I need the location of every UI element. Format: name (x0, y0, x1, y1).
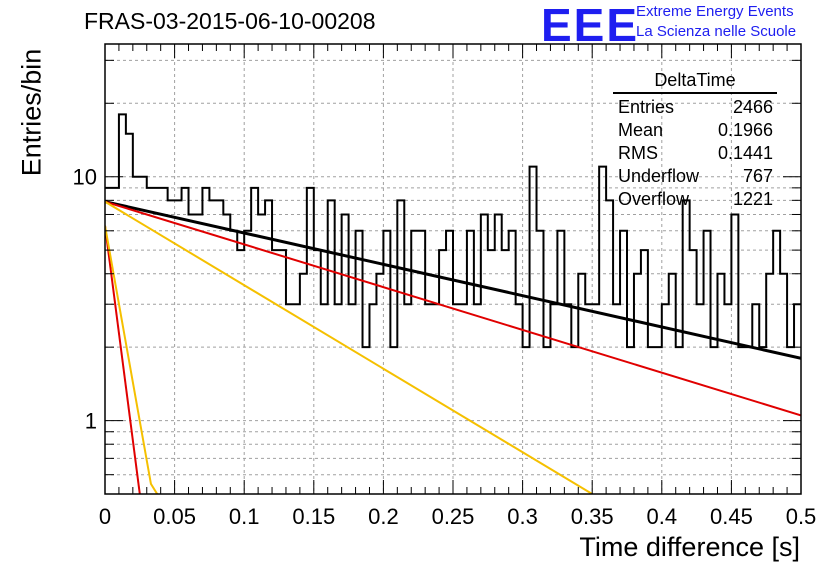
stats-value: 1221 (732, 189, 773, 209)
y-tick-label: 10 (73, 165, 97, 190)
stats-value: 0.1966 (717, 120, 773, 140)
fit-curve (105, 200, 593, 494)
fit-curve (105, 200, 801, 417)
fit-curve (105, 200, 801, 360)
eee-logo: EEE (541, 0, 640, 51)
x-tick-label: 0.25 (432, 504, 475, 529)
stats-row-mean: Mean 0.1966 (613, 119, 777, 142)
stats-value: 0.1441 (717, 143, 773, 163)
logo-caption: Extreme Energy Events La Scienza nelle S… (636, 2, 796, 42)
x-tick-label: 0.2 (368, 504, 399, 529)
stats-row-entries: Entries 2466 (613, 96, 777, 119)
stats-label: Underflow (618, 166, 700, 186)
stats-row-overflow: Overflow 1221 (613, 188, 777, 211)
stats-title: DeltaTime (613, 70, 777, 94)
logo-line-1: Extreme Energy Events (636, 3, 794, 20)
stats-row-underflow: Underflow 767 (613, 165, 777, 188)
x-tick-label: 0.3 (507, 504, 538, 529)
x-tick-label: 0.05 (153, 504, 196, 529)
y-tick-label: 1 (85, 409, 97, 434)
x-tick-label: 0 (99, 504, 111, 529)
fit-curve (105, 225, 159, 494)
x-tick-label: 0.35 (571, 504, 614, 529)
stats-row-rms: RMS 0.1441 (613, 142, 777, 165)
stats-label: Overflow (618, 189, 690, 209)
x-tick-label: 0.15 (292, 504, 335, 529)
x-tick-label: 0.4 (647, 504, 678, 529)
stats-value: 767 (742, 166, 773, 186)
x-tick-label: 0.5 (786, 504, 817, 529)
stats-label: RMS (618, 143, 658, 163)
logo-line-2: La Scienza nelle Scuole (636, 23, 797, 40)
stats-label: Entries (618, 97, 675, 117)
chart-title: FRAS-03-2015-06-10-00208 (84, 8, 376, 34)
stats-box: DeltaTime Entries 2466 Mean 0.1966 RMS 0.14… (613, 70, 777, 211)
histogram-deltatime (105, 113, 801, 349)
x-tick-label: 0.45 (710, 504, 753, 529)
stats-label: Mean (618, 120, 664, 140)
stats-value: 2466 (732, 97, 773, 117)
x-axis-label: Time difference [s] (579, 532, 800, 562)
fit-curve (105, 225, 141, 494)
y-axis-label: Entries/bin (16, 48, 47, 177)
x-tick-label: 0.1 (229, 504, 260, 529)
